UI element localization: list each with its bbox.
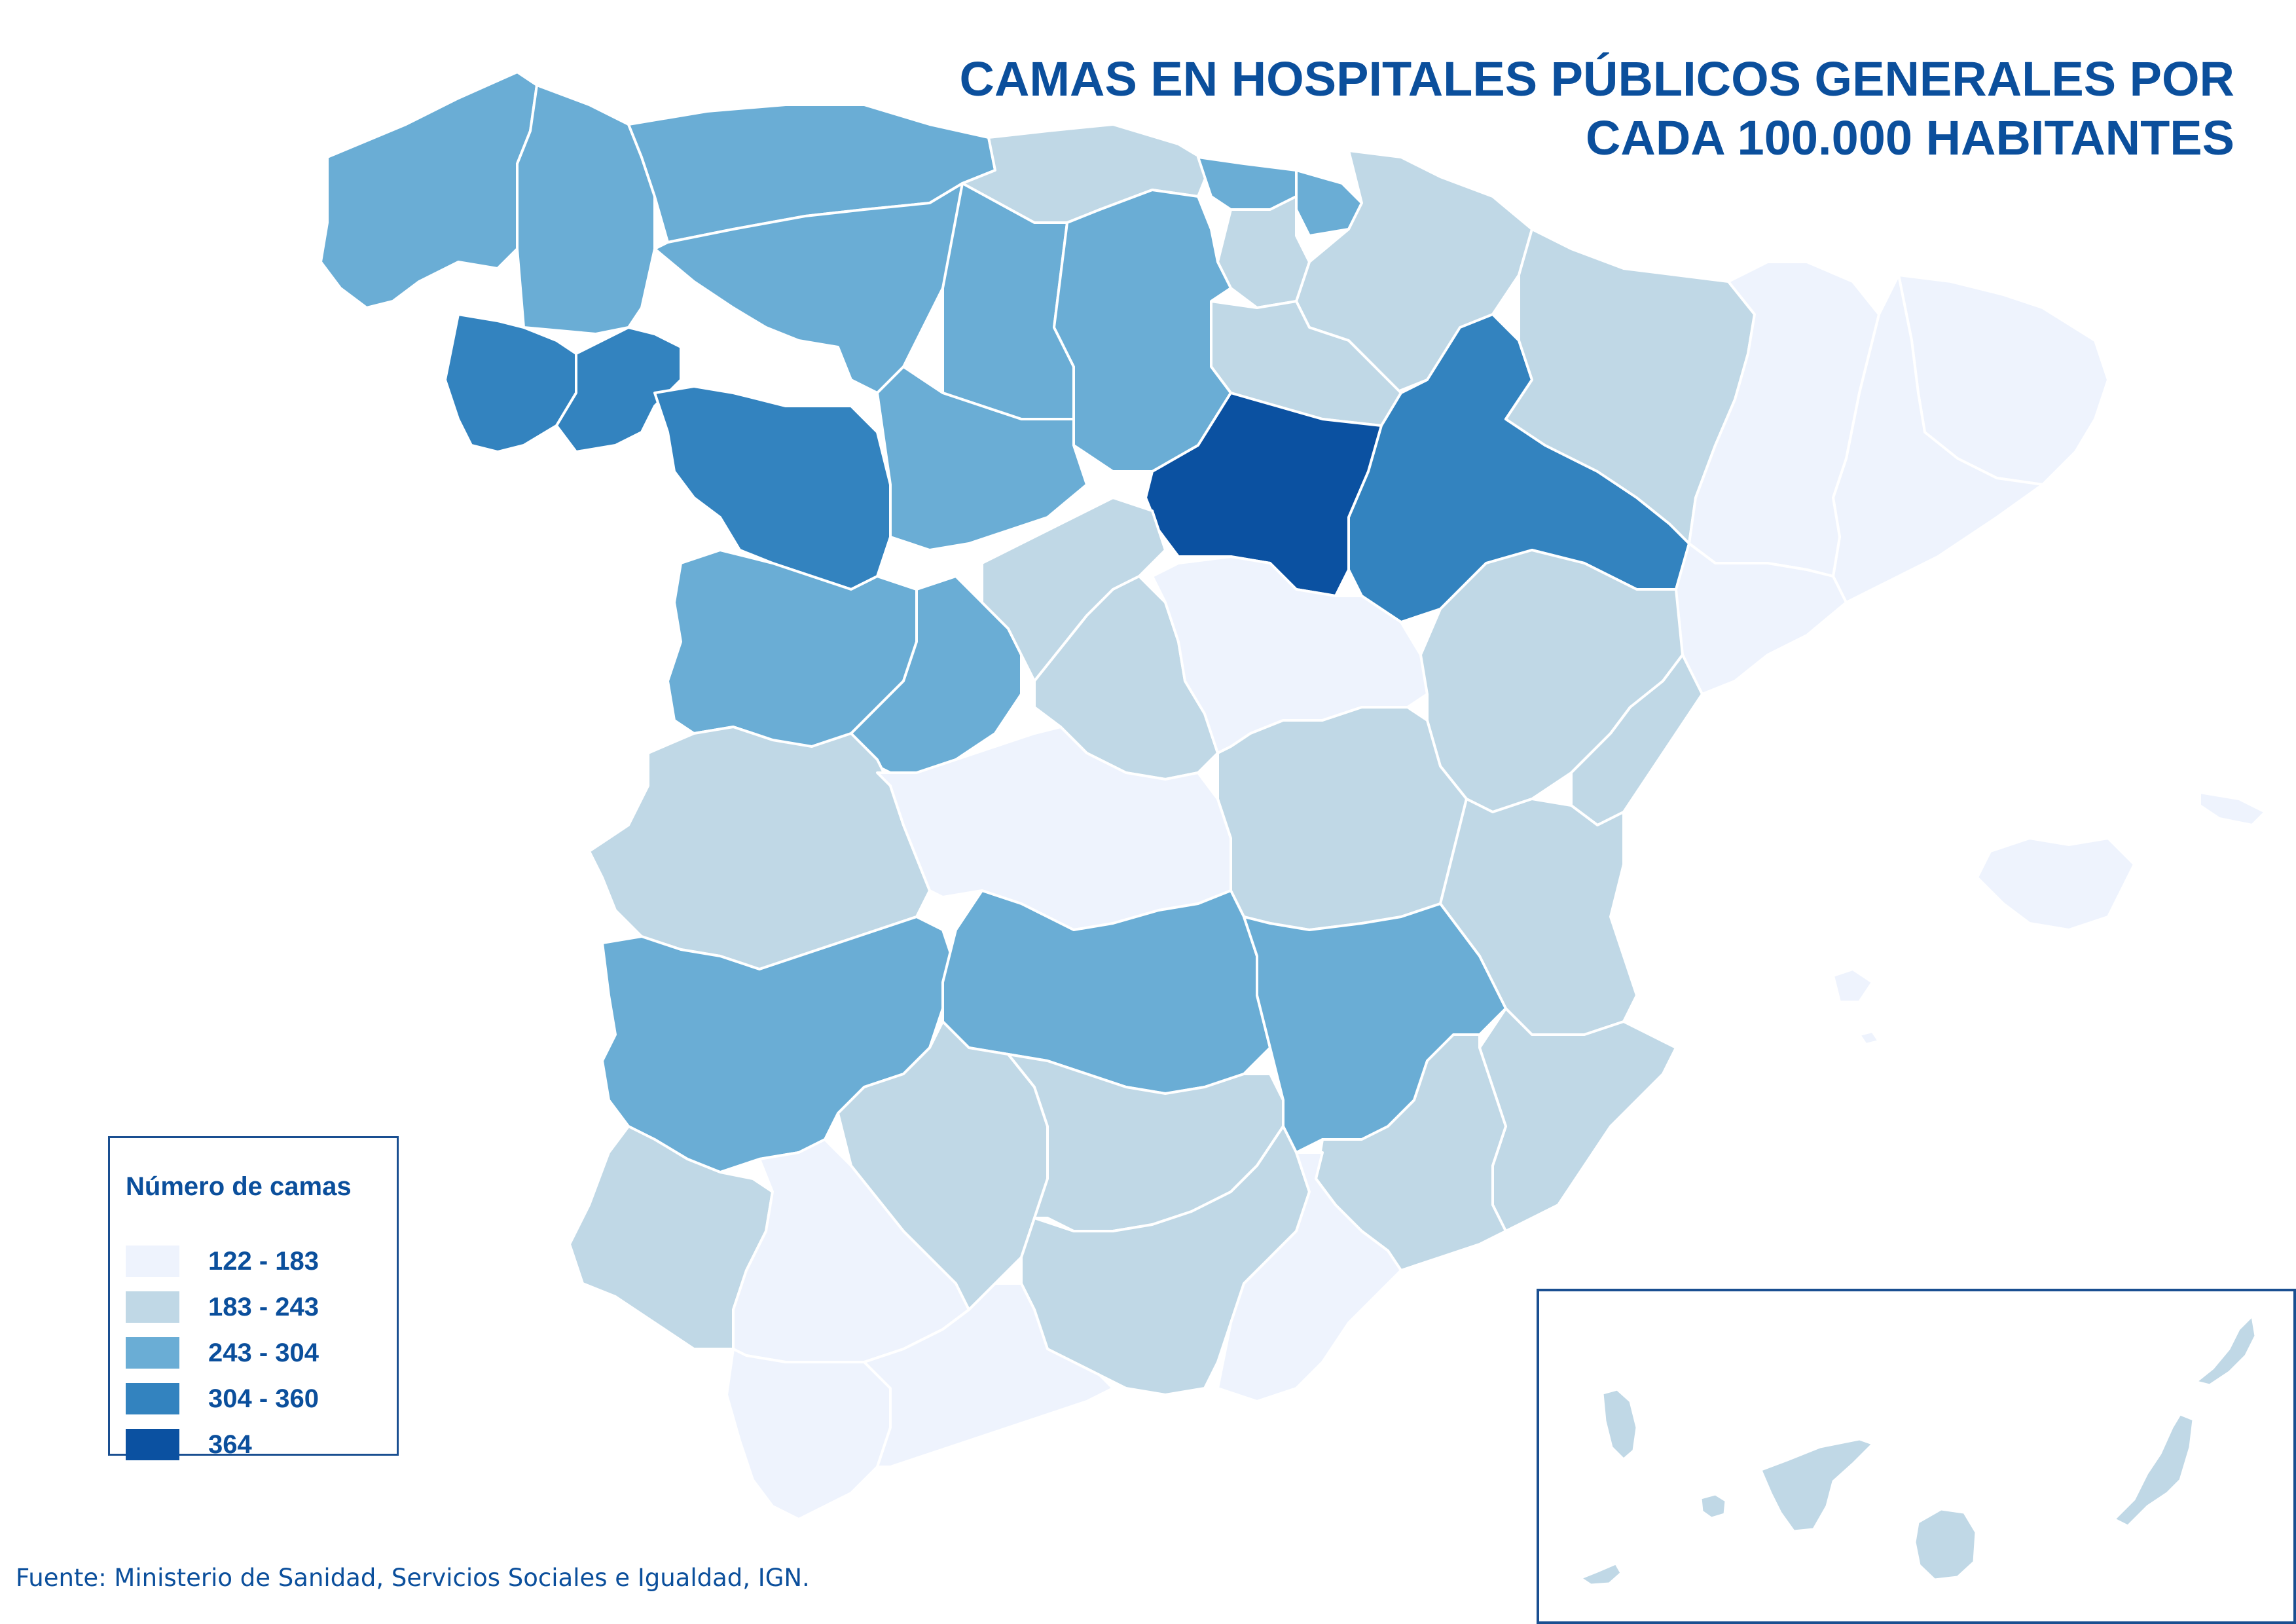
province-almeria [1216, 1151, 1402, 1403]
legend-title: Número de camas [126, 1172, 352, 1201]
legend-label: 122 - 183 [208, 1246, 319, 1276]
province-cuenca [1216, 706, 1468, 931]
province-a-coruna [319, 71, 538, 309]
province-navarra [1295, 149, 1533, 394]
legend-label: 243 - 304 [208, 1338, 319, 1367]
province-menorca [2198, 791, 2267, 826]
island-la-palma [1601, 1388, 1638, 1460]
legend-swatch [126, 1337, 179, 1369]
province-cadiz [725, 1348, 892, 1521]
province-leon [653, 182, 964, 394]
legend-swatch [126, 1246, 179, 1277]
province-pontevedra [444, 313, 577, 453]
legend: Número de camas 122 - 183 183 - 243 243 … [108, 1136, 399, 1460]
legend-item-122-183: 122 - 183 [126, 1246, 319, 1277]
island-gran-canaria [1914, 1508, 1977, 1581]
island-fuerteventura [2113, 1413, 2195, 1527]
legend-item-364: 364 [126, 1429, 252, 1460]
province-alicante [1478, 1007, 1677, 1232]
province-mallorca [1976, 837, 2136, 931]
island-lanzarote [2195, 1315, 2257, 1386]
island-la-gomera [1700, 1493, 1727, 1519]
province-formentera [1858, 1030, 1880, 1046]
legend-item-304-360: 304 - 360 [126, 1383, 319, 1414]
province-burgos [1053, 189, 1232, 473]
map-title-line-1: CAMAS EN HOSPITALES PÚBLICOS GENERALES P… [959, 52, 2235, 106]
province-valladolid [876, 365, 1088, 551]
legend-swatch [126, 1429, 179, 1460]
province-ibiza [1832, 968, 1874, 1003]
legend-label: 183 - 243 [208, 1292, 319, 1321]
legend-label: 364 [208, 1430, 252, 1459]
canary-islands-inset-frame [1537, 1289, 2296, 1624]
legend-swatch [126, 1383, 179, 1414]
legend-label: 304 - 360 [208, 1384, 319, 1413]
island-tenerife [1760, 1438, 1874, 1532]
province-castellon [1570, 654, 1704, 826]
source-note: Fuente: Ministerio de Sanidad, Servicios… [16, 1564, 810, 1592]
legend-item-183-243: 183 - 243 [126, 1291, 319, 1323]
legend-item-243-304: 243 - 304 [126, 1337, 319, 1369]
province-araba [1216, 195, 1311, 309]
legend-swatch [126, 1291, 179, 1323]
map-title-line-2: CADA 100.000 HABITANTES [1585, 111, 2234, 165]
province-ourense [555, 326, 682, 453]
province-malaga [863, 1282, 1114, 1468]
map-title: CAMAS EN HOSPITALES PÚBLICOS GENERALES P… [960, 50, 2235, 168]
island-el-hierro [1580, 1562, 1622, 1586]
